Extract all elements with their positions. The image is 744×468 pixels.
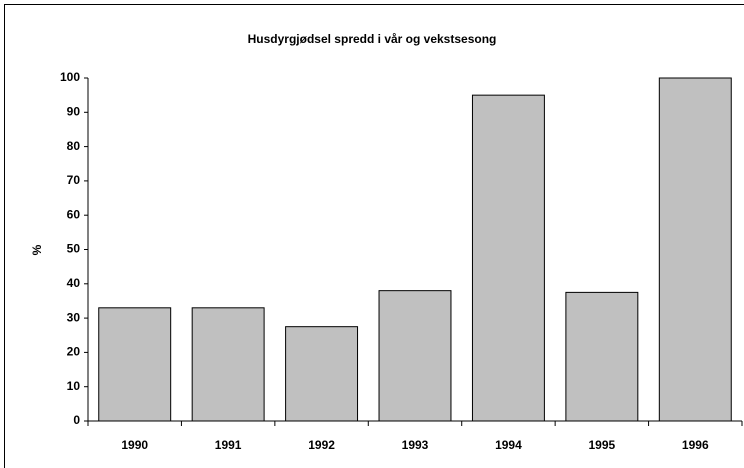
y-axis-label: % [30,244,44,255]
x-tick-label: 1992 [308,438,335,452]
y-tick-label: 80 [67,139,81,153]
x-tick-label: 1996 [682,438,709,452]
bar [378,290,452,422]
bar [565,291,639,422]
y-tick-label: 50 [67,242,81,256]
y-tick-label: 0 [73,413,80,427]
y-tick-label: 30 [67,310,81,324]
chart-title: Husdyrgjødsel spredd i vår og vekstseson… [248,32,497,46]
y-tick-label: 100 [60,70,80,84]
bar [98,307,172,422]
y-tick-label: 70 [67,173,81,187]
x-tick-label: 1991 [215,438,242,452]
bar [285,326,359,422]
y-tick-label: 60 [67,207,81,221]
x-tick-label: 1994 [495,438,522,452]
x-tick-label: 1993 [402,438,429,452]
x-tick-label: 1990 [121,438,148,452]
bar [471,94,545,422]
y-tick-label: 90 [67,104,81,118]
y-tick-label: 40 [67,276,81,290]
x-tick-label: 1995 [589,438,616,452]
y-tick-label: 20 [67,345,81,359]
bar [191,307,265,422]
y-tick-label: 10 [67,379,81,393]
chart-frame [4,4,744,468]
bar [658,77,732,422]
